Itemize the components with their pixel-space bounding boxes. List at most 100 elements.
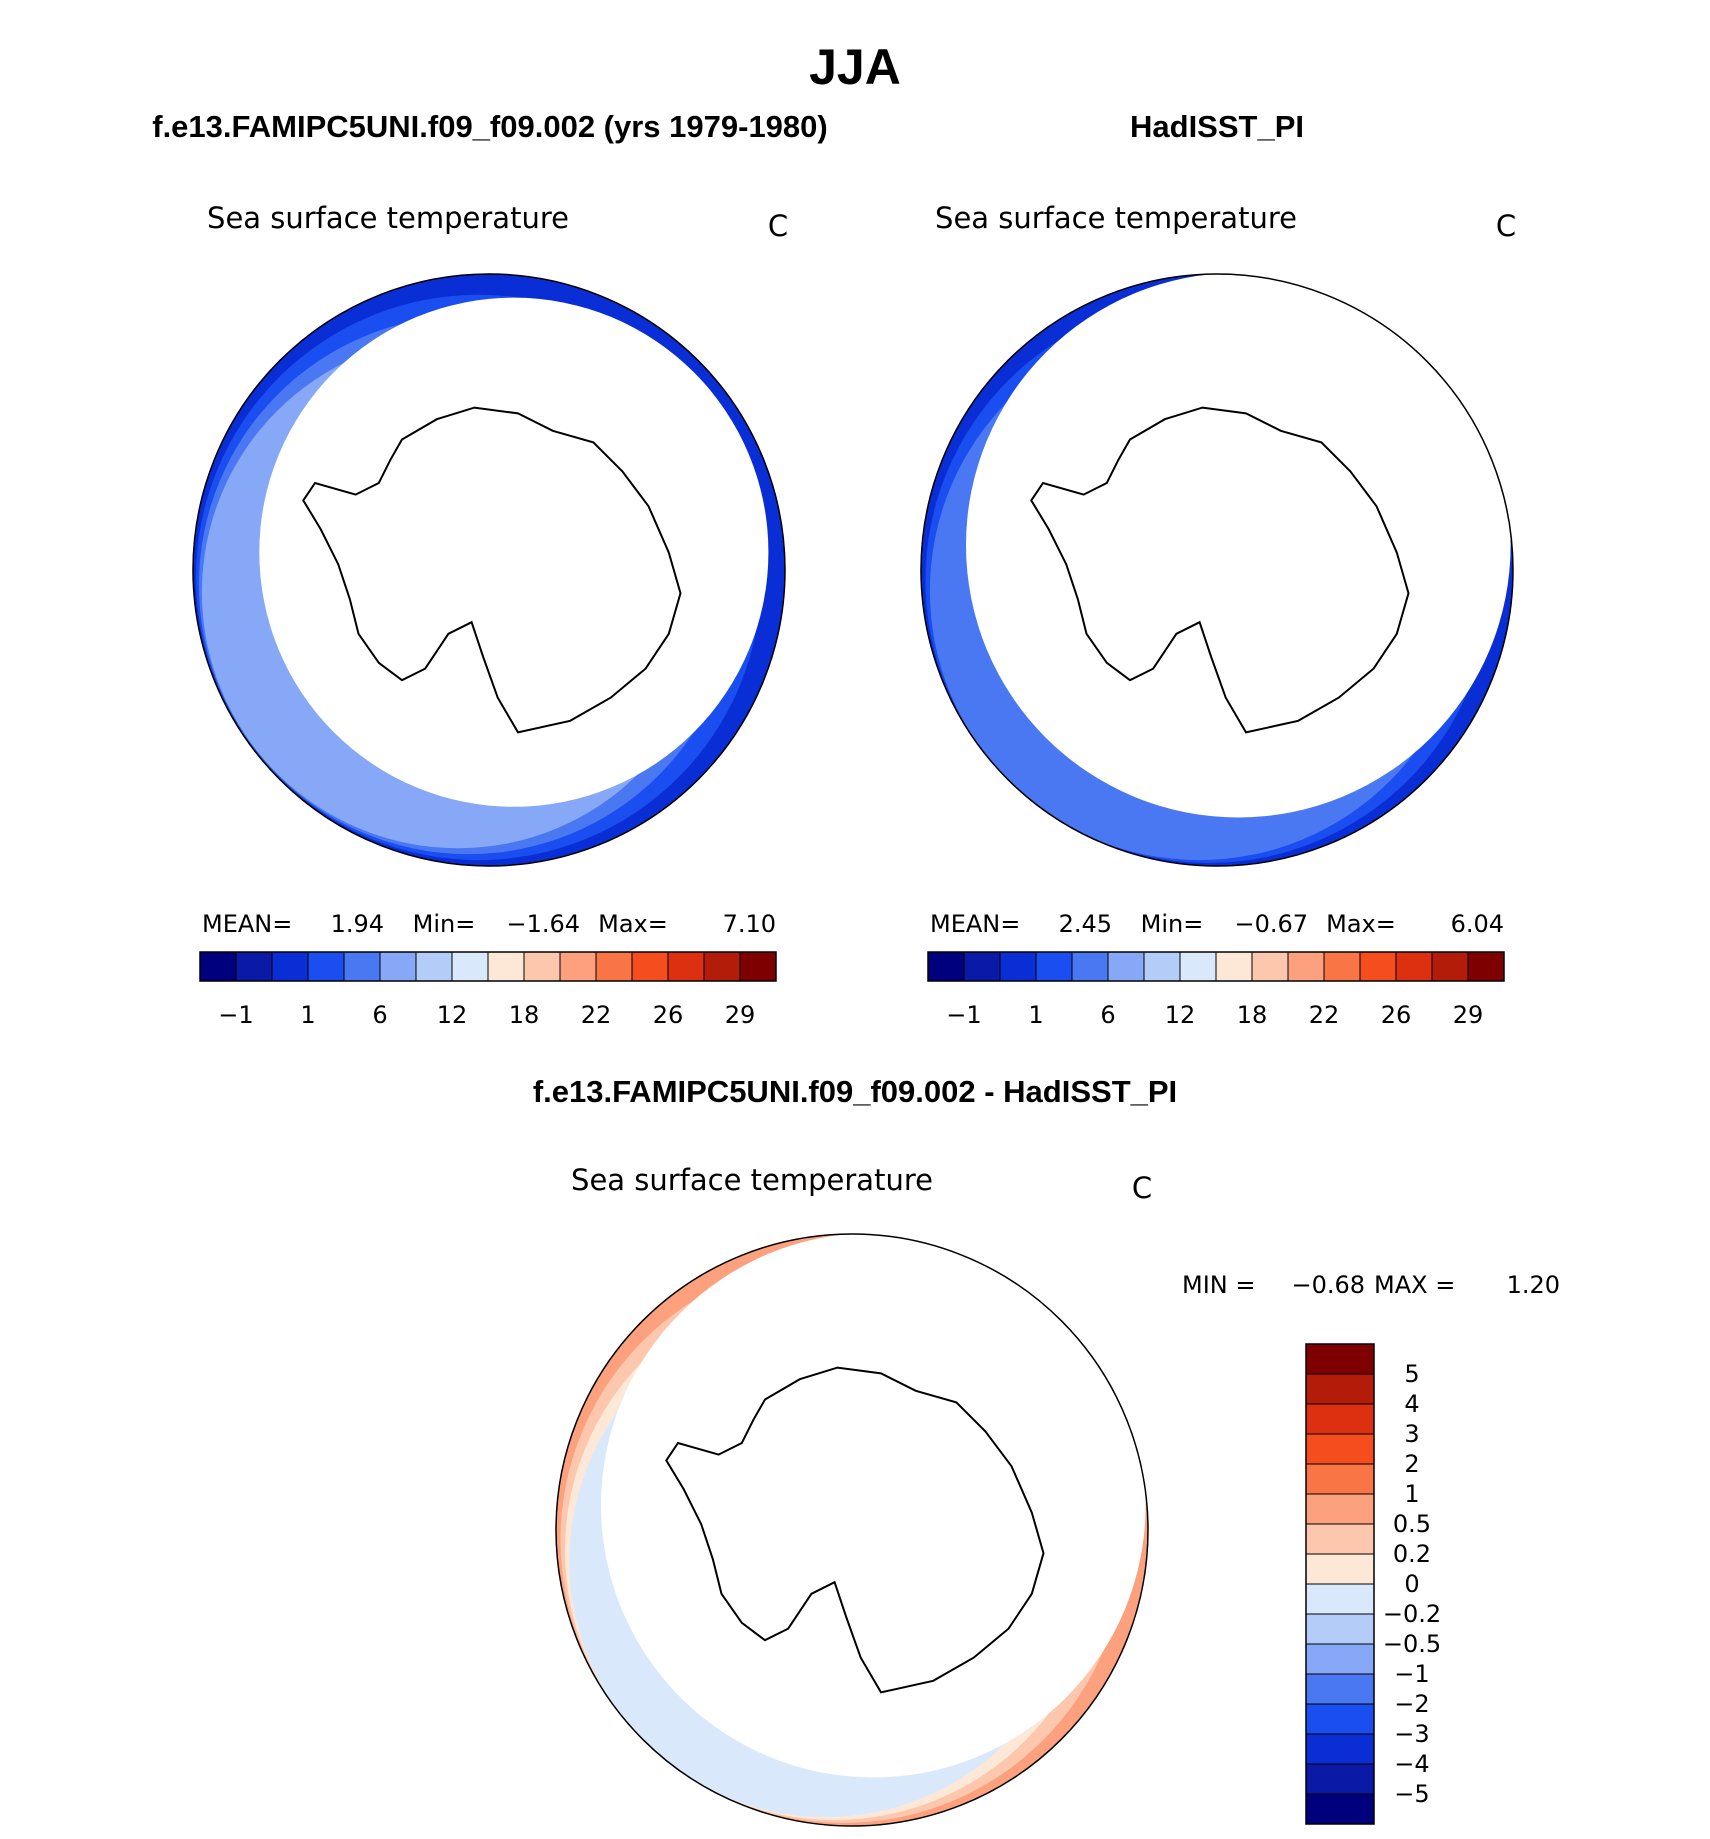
panel-2-colorbar-box-11: [1323, 951, 1361, 982]
panel-1-antarctica-coastline: [302, 406, 682, 734]
panel-1-case-title: f.e13.FAMIPC5UNI.f09_f09.002 (yrs 1979-1…: [152, 109, 827, 144]
panel-1-colorbar-box-6: [415, 951, 453, 982]
panel-3-colorbar-tick-5: −0.5: [1383, 1630, 1441, 1658]
panel-2-colorbar-tick-2: 6: [1100, 1001, 1115, 1029]
panel-3-stat-max: 1.20: [1507, 1271, 1560, 1299]
panel-1-colorbar-tick-5: 22: [581, 1001, 612, 1029]
panel-1-colorbar-box-0: [199, 951, 237, 982]
panel-1-colorbar-tick-3: 12: [437, 1001, 468, 1029]
panel-1-colorbar-box-1: [235, 951, 273, 982]
panel-3-antarctica-coastline: [665, 1366, 1045, 1694]
figure-title: JJA: [809, 39, 901, 95]
panel-1-colorbar-tick-4: 18: [509, 1001, 540, 1029]
panel-3-stat-min: −0.68: [1291, 1271, 1365, 1299]
panel-3-colorbar-box-4: [1305, 1673, 1375, 1705]
panel-3-ice-region: [600, 1234, 1146, 1778]
panel-1-colorbar-box-5: [379, 951, 417, 982]
panel-3-colorbar-tick-13: 4: [1404, 1390, 1419, 1418]
panel-2-field: [921, 274, 1513, 866]
panel-2-colorbar-box-15: [1467, 951, 1505, 982]
panel-2-colorbar-box-10: [1287, 951, 1325, 982]
panel-1-ice-region: [259, 297, 769, 807]
panel-3-colorbar-box-3: [1305, 1703, 1375, 1735]
panel-2-colorbar-box-8: [1215, 951, 1253, 982]
panel-3-colorbar-box-12: [1305, 1433, 1375, 1465]
panel-1-field: [193, 274, 785, 866]
panel-2-units-label: C: [1496, 209, 1516, 243]
panel-1-colorbar-box-13: [667, 951, 705, 982]
panel-3-colorbar-tick-9: 0.5: [1393, 1510, 1431, 1538]
panel-3-colorbar-box-14: [1305, 1373, 1375, 1405]
panel-1-colorbar-tick-0: −1: [218, 1001, 253, 1029]
panel-3-case-title: f.e13.FAMIPC5UNI.f09_f09.002 - HadISST_P…: [533, 1074, 1177, 1109]
panel-2-colorbar-box-9: [1251, 951, 1289, 982]
panel-2-colorbar-tick-7: 29: [1453, 1001, 1484, 1029]
panel-1-map-outline: [192, 273, 786, 867]
panel-1-stat-mean: 1.94: [331, 910, 384, 938]
panel-3-colorbar-tick-3: −2: [1394, 1690, 1429, 1718]
panel-3-colorbar-tick-10: 1: [1404, 1480, 1419, 1508]
panel-2-ice-region: [965, 274, 1511, 818]
panel-1-colorbar-box-11: [595, 951, 633, 982]
panel-3-colorbar-box-1: [1305, 1763, 1375, 1795]
panel-1-stat-mean-label: MEAN=: [202, 910, 292, 938]
panel-3-colorbar-frame: [1305, 1343, 1375, 1825]
panel-2-colorbar-box-3: [1035, 951, 1073, 982]
panel-2-colorbar-box-14: [1431, 951, 1469, 982]
panel-3-colorbar-box-10: [1305, 1493, 1375, 1525]
panel-2-case-title: HadISST_PI: [1130, 109, 1304, 144]
panel-2-colorbar-box-1: [963, 951, 1001, 982]
panel-3-variable-label: Sea surface temperature: [571, 1163, 933, 1197]
panel-1-colorbar-box-15: [739, 951, 777, 982]
panel-2-variable-label: Sea surface temperature: [935, 201, 1297, 235]
panel-2: HadISST_PI Sea surface temperature C MEAN= 2…: [920, 109, 1516, 1029]
panel-1-colorbar-box-14: [703, 951, 741, 982]
panel-1-stat-min-label: Min=: [413, 910, 476, 938]
panel-2-colorbar-box-4: [1071, 951, 1109, 982]
panel-1-colorbar-tick-1: 1: [300, 1001, 315, 1029]
panel-1-colorbar-tick-7: 29: [725, 1001, 756, 1029]
panel-2-colorbar-box-0: [927, 951, 965, 982]
panel-1-stat-min: −1.64: [506, 910, 580, 938]
panel-3-colorbar-box-0: [1305, 1793, 1375, 1825]
panel-1-colorbar-box-4: [343, 951, 381, 982]
panel-2-colorbar-box-2: [999, 951, 1037, 982]
panel-1-colorbar-box-2: [271, 951, 309, 982]
panel-3-colorbar-tick-11: 2: [1404, 1450, 1419, 1478]
panel-1-colorbar-tick-6: 26: [653, 1001, 684, 1029]
panel-3-colorbar-box-8: [1305, 1553, 1375, 1585]
panel-3-colorbar-box-11: [1305, 1463, 1375, 1495]
panel-1-colorbar-frame: [199, 951, 777, 982]
panel-2-colorbar-tick-1: 1: [1028, 1001, 1043, 1029]
panel-2-stat-mean: 2.45: [1059, 910, 1112, 938]
panel-3-colorbar-box-9: [1305, 1523, 1375, 1555]
panel-3-colorbar-box-7: [1305, 1583, 1375, 1615]
panel-1-colorbar-box-3: [307, 951, 345, 982]
panel-2-colorbar-box-12: [1359, 951, 1397, 982]
panel-3-colorbar-box-2: [1305, 1733, 1375, 1765]
panel-3-stat-max-label: MAX =: [1374, 1271, 1455, 1299]
panel-2-stat-max: 6.04: [1451, 910, 1504, 938]
panel-3-colorbar-tick-1: −4: [1394, 1750, 1429, 1778]
panel-1-colorbar-box-8: [487, 951, 525, 982]
panel-2-stat-min-label: Min=: [1141, 910, 1204, 938]
panel-2-colorbar-box-5: [1107, 951, 1145, 982]
panel-1-colorbar-box-9: [523, 951, 561, 982]
panel-2-colorbar-box-7: [1179, 951, 1217, 982]
panel-1-stat-max-label: Max=: [598, 910, 668, 938]
panel-2-colorbar-tick-4: 18: [1237, 1001, 1268, 1029]
panel-3-colorbar-box-5: [1305, 1643, 1375, 1675]
panel-2-colorbar-box-6: [1143, 951, 1181, 982]
panel-3-colorbar-tick-8: 0.2: [1393, 1540, 1431, 1568]
panel-1-stat-max: 7.10: [723, 910, 776, 938]
panel-3-colorbar-tick-12: 3: [1404, 1420, 1419, 1448]
panel-2-colorbar-tick-0: −1: [946, 1001, 981, 1029]
panel-3-colorbar-tick-0: −5: [1394, 1780, 1429, 1808]
panel-1-colorbar-box-10: [559, 951, 597, 982]
panel-3-colorbar-tick-2: −3: [1394, 1720, 1429, 1748]
panel-3-colorbar-box-6: [1305, 1613, 1375, 1645]
panel-3-colorbar-tick-4: −1: [1394, 1660, 1429, 1688]
panel-1-colorbar-box-7: [451, 951, 489, 982]
panel-2-colorbar-box-13: [1395, 951, 1433, 982]
